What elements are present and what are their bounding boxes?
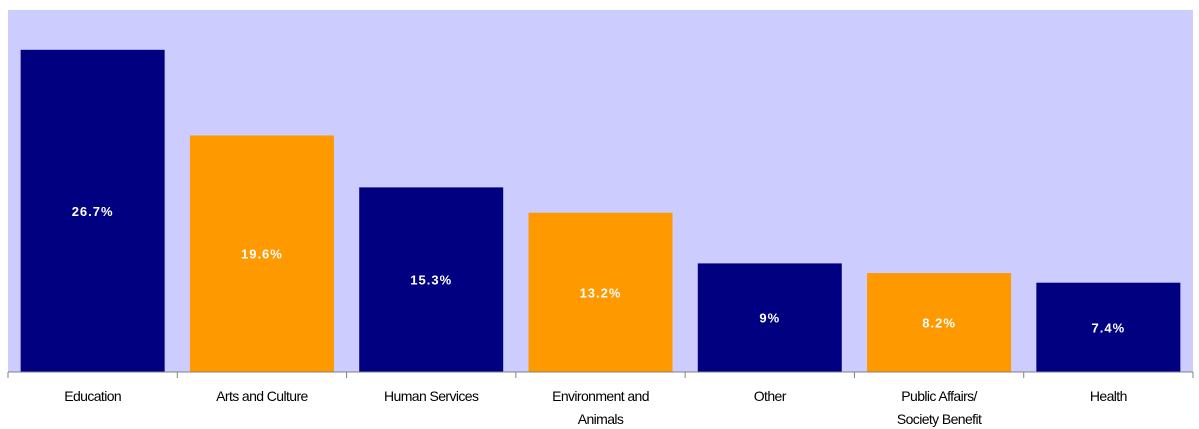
bar xyxy=(189,135,334,372)
category-label: Environment and xyxy=(552,388,649,404)
bar-value-label: 9% xyxy=(759,311,780,326)
bar xyxy=(20,49,165,372)
bar xyxy=(528,212,673,372)
category-label: Health xyxy=(1090,388,1127,404)
category-label: Education xyxy=(64,388,121,404)
bar-value-label: 26.7% xyxy=(72,204,114,219)
category-label: Public Affairs/ xyxy=(901,388,977,404)
category-label: Animals xyxy=(578,411,624,427)
category-label: Other xyxy=(754,388,787,404)
bar-value-label: 7.4% xyxy=(1092,320,1126,335)
bar xyxy=(867,273,1012,372)
value-labels-group: 26.7% 19.6% 15.3% 13.2% 9% 8.2% 7.4% xyxy=(72,204,1126,335)
bar xyxy=(697,263,842,372)
category-label: Society Benefit xyxy=(897,411,982,427)
category-labels-group: Education Arts and Culture Human Services E… xyxy=(64,388,1127,427)
bars-group xyxy=(20,49,1181,372)
bar xyxy=(359,187,504,372)
x-axis-ticks xyxy=(7,372,1194,378)
bar-value-label: 19.6% xyxy=(241,247,283,262)
category-label: Human Services xyxy=(384,388,479,404)
bar xyxy=(1036,282,1181,372)
bar-value-label: 8.2% xyxy=(922,316,956,331)
category-label: Arts and Culture xyxy=(216,388,308,404)
bar-value-label: 15.3% xyxy=(410,273,452,288)
bar-value-label: 13.2% xyxy=(580,285,622,300)
